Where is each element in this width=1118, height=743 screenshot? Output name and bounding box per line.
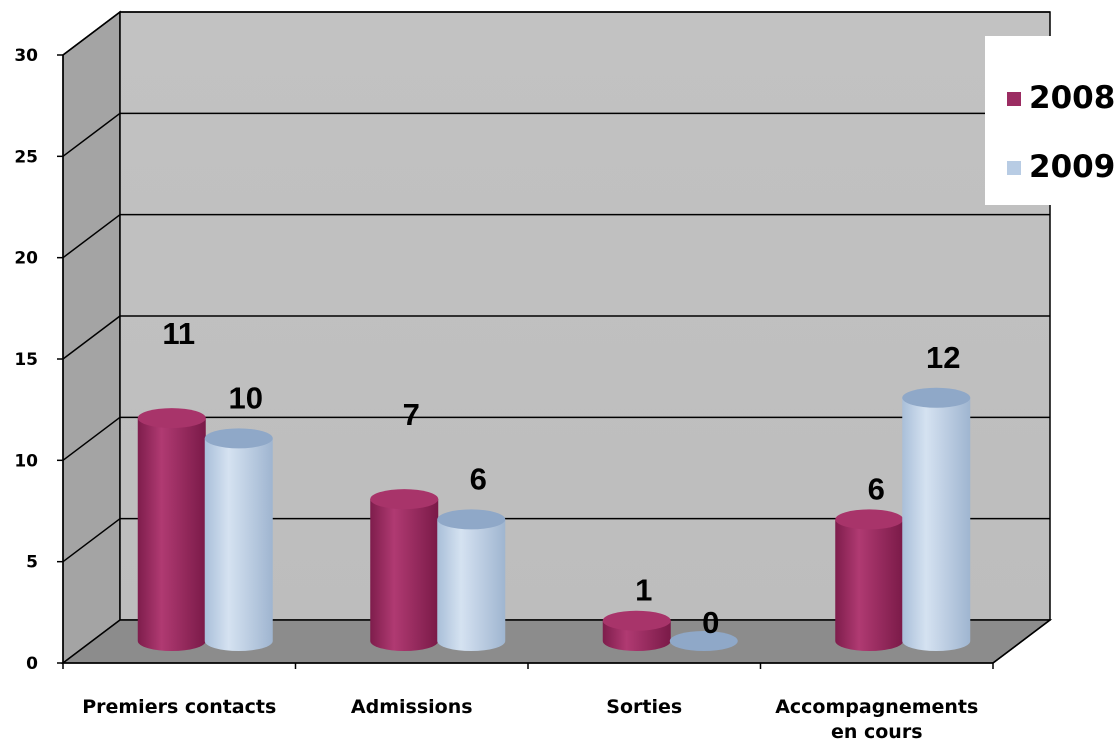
bar-2008-3 [835, 519, 904, 651]
gridline-side [62, 112, 121, 157]
bar-2008-1 [370, 499, 439, 651]
y-tick-label: 30 [14, 46, 38, 66]
y-tick-label: 20 [14, 249, 38, 269]
bar-top-2008-0 [137, 408, 206, 429]
y-ticks: 0 5 10 15 20 25 30 [14, 46, 63, 674]
legend: 2008 2009 [985, 36, 1118, 205]
gridline-side [62, 11, 121, 56]
y-tick-label: 15 [14, 350, 38, 370]
data-labels: 11 7 1 6 10 6 0 12 [162, 316, 960, 640]
legend-label-2008: 2008 [1029, 80, 1115, 116]
x-category-label: Premiers contacts [82, 696, 276, 718]
bar-top-2009-0 [204, 428, 273, 449]
bar-top-2008-2 [602, 610, 671, 631]
legend-box [985, 36, 1118, 205]
data-label-2009-1: 6 [470, 461, 487, 496]
category-labels: Premiers contacts Admissions Sorties Accomp… [82, 696, 978, 743]
data-label-2009-2: 0 [702, 605, 719, 640]
data-label-2009-0: 10 [229, 380, 263, 415]
y-tick-label: 5 [26, 553, 38, 573]
gridline-side [62, 214, 121, 259]
gridlines [62, 11, 1050, 563]
x-category-label: Sorties [606, 696, 682, 718]
legend-swatch-2009 [1007, 161, 1021, 175]
gridline-side [62, 416, 121, 461]
data-label-2008-2: 1 [635, 573, 652, 608]
bar-top-2008-1 [370, 489, 439, 510]
x-category-label: Accompagnements [775, 696, 978, 718]
y-tick-label: 25 [14, 147, 38, 167]
bar-top-2009-1 [437, 509, 506, 530]
y-tick-label: 0 [26, 654, 38, 674]
x-category-label: Admissions [351, 696, 473, 718]
y-tick-label: 10 [14, 451, 38, 471]
bar-2009-0 [204, 438, 273, 651]
data-label-2008-3: 6 [868, 471, 885, 506]
x-ticks [62, 663, 994, 669]
x-category-label: en cours [831, 721, 923, 743]
floor-edge-right [992, 619, 1051, 664]
gridline-side [62, 518, 121, 563]
bar-2009-1 [437, 519, 506, 651]
legend-label-2009: 2009 [1029, 149, 1115, 185]
data-label-2009-3: 12 [926, 340, 960, 375]
bars [137, 387, 971, 651]
bar-2009-3 [902, 397, 971, 651]
bar-top-2009-2 [669, 631, 738, 651]
bar-top-2008-3 [835, 509, 904, 530]
legend-swatch-2008 [1007, 92, 1021, 106]
data-label-2008-0: 11 [162, 316, 195, 351]
bar-2008-0 [137, 418, 206, 651]
bar-top-2009-3 [902, 387, 971, 408]
gridline-side [62, 315, 121, 360]
data-label-2008-1: 7 [403, 397, 420, 432]
